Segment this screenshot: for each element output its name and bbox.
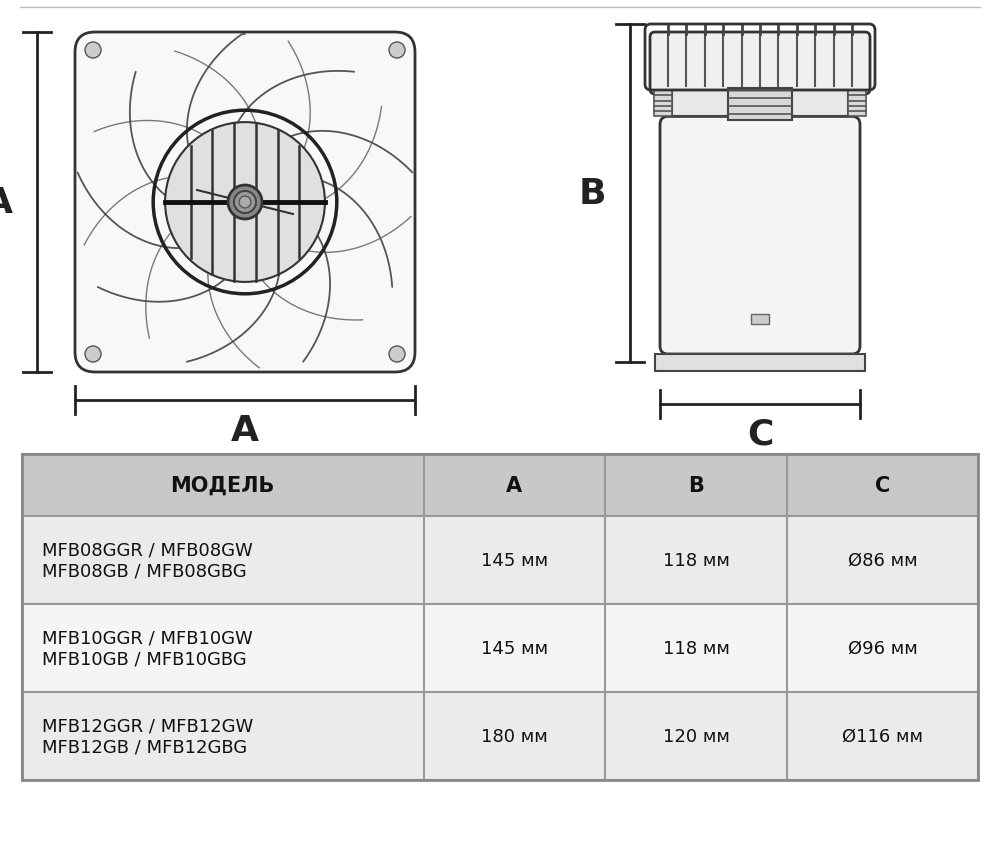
Circle shape [165,123,325,283]
Text: A: A [506,475,522,495]
Bar [22,604,978,692]
Circle shape [228,186,262,219]
Text: B: B [578,176,606,211]
Text: 118 мм: 118 мм [663,639,729,657]
Circle shape [234,192,256,214]
Text: 180 мм: 180 мм [481,728,548,745]
FancyBboxPatch shape [75,33,415,372]
Text: C: C [747,418,773,452]
Text: C: C [875,475,890,495]
Text: MFB08GGR / MFB08GW
MFB08GB / MFB08GBG: MFB08GGR / MFB08GW MFB08GB / MFB08GBG [42,541,253,580]
Circle shape [239,197,251,208]
Text: Ø116 мм: Ø116 мм [842,728,923,745]
Text: 145 мм: 145 мм [481,639,548,657]
Bar [22,517,978,604]
Circle shape [389,43,405,59]
Text: 118 мм: 118 мм [663,551,729,570]
Bar [728,89,792,121]
Circle shape [85,43,101,59]
Bar [22,454,978,780]
Bar [22,454,978,517]
Text: МОДЕЛЬ: МОДЕЛЬ [171,475,275,495]
FancyBboxPatch shape [650,33,870,95]
Circle shape [85,347,101,363]
Text: B: B [688,475,704,495]
Bar [848,91,866,117]
Text: Ø86 мм: Ø86 мм [848,551,917,570]
Text: Ø96 мм: Ø96 мм [848,639,917,657]
Text: A: A [0,186,13,219]
Bar [654,91,672,117]
Text: A: A [231,414,259,447]
Text: 145 мм: 145 мм [481,551,548,570]
Bar [655,354,865,371]
Bar [751,315,769,325]
Circle shape [389,347,405,363]
Text: MFB12GGR / MFB12GW
MFB12GB / MFB12GBG: MFB12GGR / MFB12GW MFB12GB / MFB12GBG [42,717,253,755]
Text: MFB10GGR / MFB10GW
MFB10GB / MFB10GBG: MFB10GGR / MFB10GW MFB10GB / MFB10GBG [42,629,253,668]
Bar [672,91,848,117]
FancyBboxPatch shape [660,117,860,354]
Bar [22,692,978,780]
Text: 120 мм: 120 мм [663,728,729,745]
